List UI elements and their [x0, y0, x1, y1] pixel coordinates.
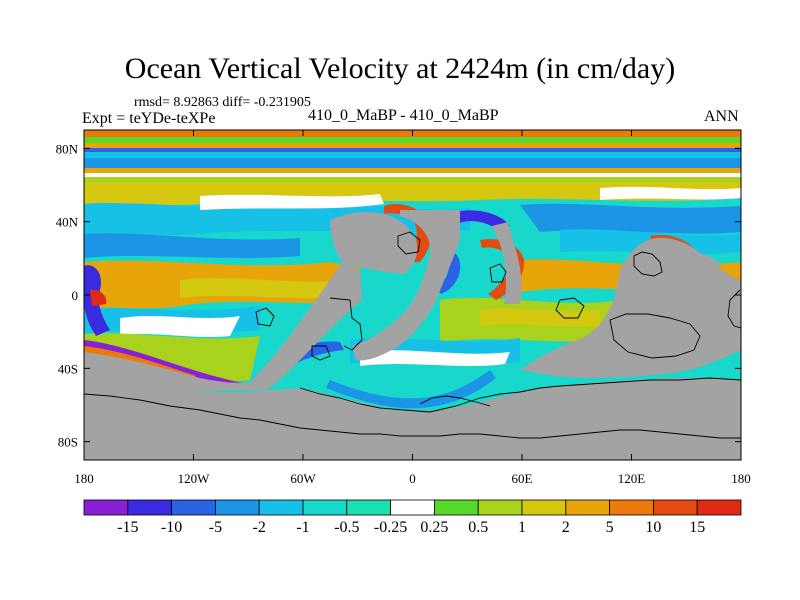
- colorbar-label: -2: [253, 519, 266, 536]
- colorbar-swatch: [696, 499, 742, 516]
- x-tick-label: 180: [731, 471, 751, 486]
- asia-land: [492, 222, 522, 304]
- colorbar-swatch: [390, 499, 435, 516]
- arctic-stripe: [84, 143, 741, 148]
- y-tick-label: 80N: [56, 141, 79, 156]
- experiment-label: Expt = teYDe-teXPe: [82, 110, 216, 127]
- colorbar-swatch: [171, 499, 216, 516]
- coastline: [329, 297, 363, 351]
- land-masses: [84, 210, 741, 460]
- x-tick-label: 60E: [512, 471, 533, 486]
- case-label: 410_0_MaBP - 410_0_MaBP: [308, 107, 499, 124]
- coastline: [311, 345, 331, 361]
- x-tick-label: 180: [74, 471, 94, 486]
- colorbar-swatch: [346, 499, 391, 516]
- arctic-stripe: [84, 177, 741, 182]
- colorbar-swatch: [521, 499, 567, 516]
- coastlines: [84, 231, 741, 439]
- plot-area: [84, 130, 741, 460]
- colorbar-label: -0.5: [334, 519, 359, 536]
- colorbar-label: 1: [518, 519, 526, 536]
- field-patch: [120, 316, 240, 337]
- south-america-land: [84, 262, 362, 392]
- y-tick-label: 40S: [58, 361, 78, 376]
- field-patch: [326, 370, 496, 409]
- y-tick-label: 40N: [56, 215, 79, 230]
- field-patch: [360, 350, 510, 366]
- y-tick-label: 0: [72, 288, 79, 303]
- arctic-stripe: [84, 168, 741, 173]
- colorbar-label: -0.25: [374, 519, 407, 536]
- field-patch: [600, 186, 741, 200]
- arctic-stripe: [84, 152, 741, 158]
- field-patch: [180, 278, 350, 298]
- field-patch: [200, 194, 384, 210]
- colorbar-label: 0.25: [420, 519, 448, 536]
- coastline: [419, 395, 491, 407]
- coastline: [489, 263, 507, 283]
- x-tick-label: 60W: [290, 471, 316, 486]
- colorbar-swatch: [477, 499, 523, 516]
- colorbar-swatch: [565, 499, 610, 516]
- africa-eurasia-land: [352, 210, 460, 361]
- colorbar-swatch: [609, 499, 654, 516]
- australia-asia-land: [520, 237, 741, 378]
- coastline: [555, 297, 585, 319]
- coastline: [633, 251, 663, 277]
- colorbar-label: 10: [645, 519, 661, 536]
- colorbar-swatch: [653, 499, 698, 516]
- colorbar-label: 2: [562, 519, 570, 536]
- y-axis: 80N 40N 0 40S 80S: [56, 141, 741, 450]
- field-patch: [84, 340, 250, 390]
- coastline: [255, 307, 275, 327]
- coastline: [84, 393, 741, 439]
- chart-title: Ocean Vertical Velocity at 2424m (in cm/…: [124, 52, 676, 85]
- colorbar-swatch: [127, 499, 173, 516]
- colorbar-swatch: [258, 499, 304, 516]
- season-label: ANN: [704, 108, 739, 125]
- field-patch: [90, 289, 107, 306]
- field-patch: [480, 308, 600, 327]
- colorbar-swatch: [83, 499, 129, 516]
- x-tick-label: 0: [409, 471, 416, 486]
- arctic-stripe: [84, 173, 741, 177]
- field-patch: [84, 233, 300, 258]
- colorbar: -15 -10 -5 -2 -1 -0.5 -0.25 0.25 0.5 1 2 5 10 15: [83, 499, 742, 536]
- north-america-land: [330, 212, 418, 274]
- coastline: [727, 289, 741, 329]
- arctic-stripe: [84, 137, 741, 143]
- coastline: [299, 377, 741, 413]
- arctic-stripe: [84, 148, 741, 152]
- y-tick-label: 80S: [58, 435, 78, 450]
- colorbar-label: 0.5: [468, 519, 488, 536]
- colorbar-swatch: [302, 499, 348, 516]
- pacific-island-land: [690, 254, 720, 278]
- colorbar-swatch: [433, 499, 479, 516]
- arctic-stripe: [84, 158, 741, 168]
- stats-label: rmsd= 8.92863 diff= -0.231905: [134, 95, 311, 110]
- coastline: [397, 231, 421, 255]
- coastline: [609, 313, 701, 359]
- colorbar-label: -5: [209, 519, 222, 536]
- antarctica-land: [84, 378, 741, 460]
- field-patch: [520, 203, 741, 234]
- colorbar-label: 15: [689, 519, 705, 536]
- colorbar-label: 5: [606, 519, 614, 536]
- x-axis: 180 120W 60W 0 60E 120E 180: [74, 130, 751, 486]
- x-tick-label: 120E: [618, 471, 646, 486]
- colorbar-label: -15: [117, 519, 138, 536]
- colorbar-swatch: [214, 499, 260, 516]
- colorbar-label: -10: [161, 519, 182, 536]
- colorbar-label: -1: [296, 519, 309, 536]
- x-tick-label: 120W: [178, 471, 211, 486]
